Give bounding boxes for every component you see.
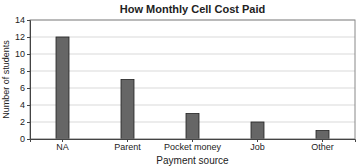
- chart: 0 2 4 6 8 10 12 14 NA Parent Pocket money Job Other H…: [0, 0, 361, 167]
- y-tick-label: 0: [20, 134, 25, 144]
- y-tick-mark: [27, 105, 30, 106]
- y-tick-mark: [27, 139, 30, 140]
- y-tick-label: 6: [20, 83, 25, 93]
- x-tick-label: Pocket money: [164, 142, 222, 152]
- y-tick-label: 8: [20, 66, 25, 76]
- bars: [56, 37, 329, 139]
- x-tick-label: Parent: [114, 142, 141, 152]
- y-tick-mark: [27, 20, 30, 21]
- grid: [30, 20, 355, 139]
- grid-line: [30, 37, 355, 38]
- grid-line: [30, 71, 355, 72]
- bar: [316, 131, 329, 140]
- x-axis: NA Parent Pocket money Job Other: [31, 139, 356, 152]
- y-tick-label: 4: [20, 100, 25, 110]
- bar: [251, 122, 264, 139]
- y-tick: 12: [15, 32, 30, 42]
- y-tick-mark: [27, 122, 30, 123]
- y-tick-label: 10: [15, 49, 25, 59]
- y-tick-label: 12: [15, 32, 25, 42]
- y-tick-label: 14: [15, 15, 25, 25]
- bar: [186, 114, 199, 140]
- x-tick: NA: [56, 139, 69, 152]
- y-tick-mark: [27, 71, 30, 72]
- bar: [121, 80, 134, 140]
- y-axis: 0 2 4 6 8 10 12 14: [15, 15, 31, 144]
- y-tick: 10: [15, 49, 30, 59]
- y-tick: 2: [20, 117, 30, 127]
- y-tick-label: 2: [20, 117, 25, 127]
- bar: [56, 37, 69, 139]
- x-tick: Parent: [114, 139, 141, 152]
- y-axis-line: [27, 21, 31, 140]
- x-tick: Pocket money: [164, 139, 222, 152]
- x-tick-label: Other: [311, 142, 334, 152]
- y-tick: 0: [20, 134, 30, 144]
- x-tick: Other: [311, 139, 334, 152]
- y-tick: 6: [20, 83, 30, 93]
- y-tick-mark: [27, 54, 30, 55]
- x-axis-title: Payment source: [156, 155, 229, 166]
- y-tick-mark: [27, 37, 30, 38]
- title: How Monthly Cell Cost Paid: [120, 3, 265, 15]
- plot: 0 2 4 6 8 10 12 14 NA Parent Pocket money Job Other: [15, 15, 356, 152]
- grid-line: [30, 88, 355, 89]
- grid-line: [30, 105, 355, 106]
- grid-line: [30, 54, 355, 55]
- y-tick: 4: [20, 100, 30, 110]
- x-tick: Job: [250, 139, 265, 152]
- x-tick-label: Job: [250, 142, 265, 152]
- y-tick: 14: [15, 15, 30, 25]
- y-tick: 8: [20, 66, 30, 76]
- y-axis-title: Number of students: [1, 40, 11, 119]
- plot-frame: [30, 20, 355, 139]
- x-tick-label: NA: [56, 142, 69, 152]
- y-tick-mark: [27, 88, 30, 89]
